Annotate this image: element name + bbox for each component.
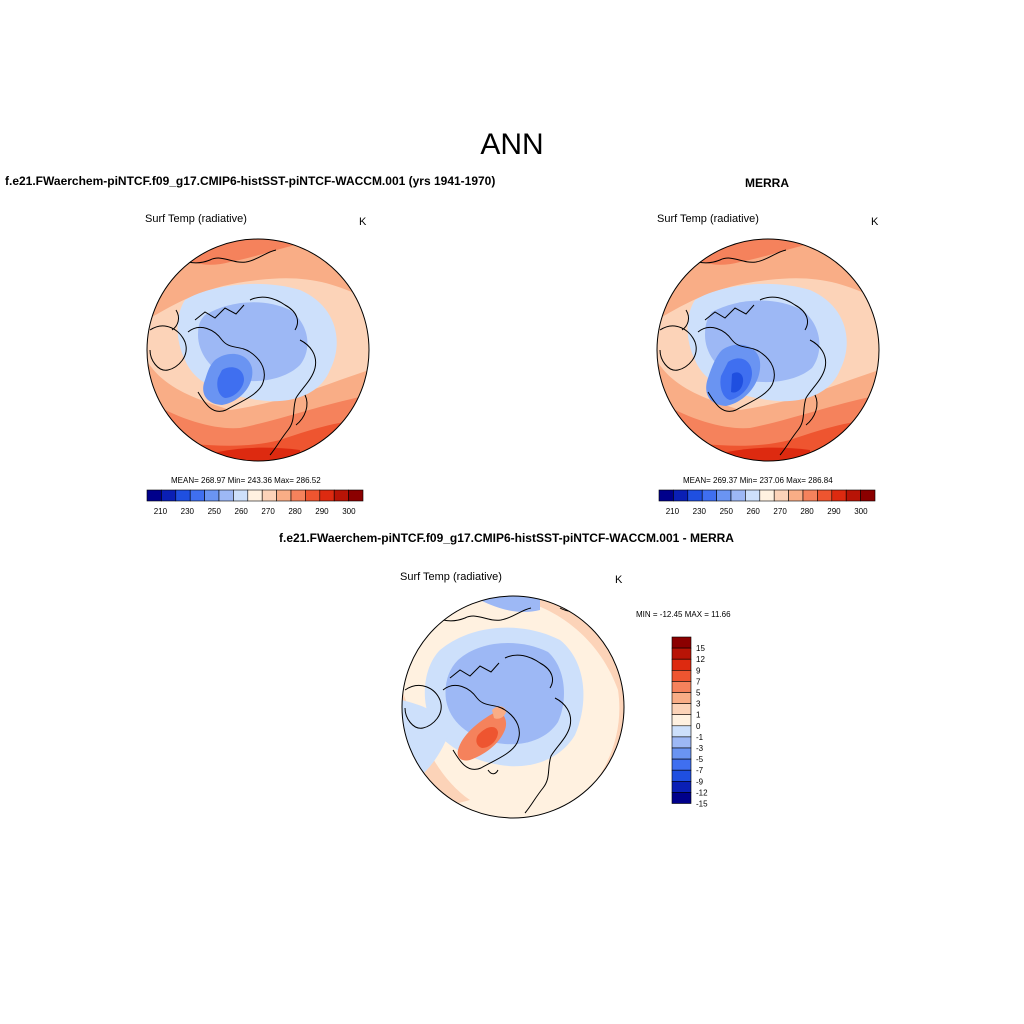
colorbar-box xyxy=(773,489,789,502)
colorbar-tick-label: -1 xyxy=(696,733,704,742)
colorbar-box xyxy=(671,780,692,793)
colorbar-2: 210 230 250 260 270 280 290 300 xyxy=(658,489,876,516)
colorbar-tick-label: 3 xyxy=(696,700,701,709)
map-2 xyxy=(656,238,880,462)
colorbar-box xyxy=(687,489,703,502)
panel1-var-label: Surf Temp (radiative) xyxy=(145,213,247,225)
panel2-var-label: Surf Temp (radiative) xyxy=(657,213,759,225)
colorbar-box xyxy=(845,489,861,502)
colorbar-tick-label: 290 xyxy=(827,507,841,516)
panel1-unit: K xyxy=(359,216,367,228)
colorbar-tick-label: 250 xyxy=(720,507,734,516)
colorbar-box xyxy=(204,489,220,502)
colorbar-box xyxy=(860,489,876,502)
colorbar-tick-label: -12 xyxy=(696,788,708,797)
colorbar-box xyxy=(817,489,833,502)
colorbar-tick-label: 270 xyxy=(261,507,275,516)
colorbar-box xyxy=(333,489,349,502)
colorbar-box xyxy=(745,489,761,502)
colorbar-tick-label: 300 xyxy=(342,507,356,516)
colorbar-box xyxy=(671,736,692,749)
colorbar-tick-label: 290 xyxy=(315,507,329,516)
colorbar-tick-label: 230 xyxy=(693,507,707,516)
colorbar-box xyxy=(671,747,692,760)
colorbar-box xyxy=(671,725,692,738)
colorbar-box xyxy=(671,703,692,715)
colorbar-tick-label: 9 xyxy=(696,666,701,675)
colorbar-tick-label: -15 xyxy=(696,800,708,809)
panel3-title: f.e21.FWaerchem-piNTCF.f09_g17.CMIP6-his… xyxy=(279,531,734,545)
colorbar-box xyxy=(788,489,804,502)
map-1 xyxy=(146,238,370,462)
colorbar-box xyxy=(161,489,177,502)
colorbar-tick-label: 300 xyxy=(854,507,868,516)
colorbar-box xyxy=(802,489,818,502)
colorbar-box xyxy=(146,489,162,502)
colorbar-box xyxy=(671,647,692,660)
colorbar-box xyxy=(671,758,692,771)
colorbar-tick-label: 230 xyxy=(181,507,195,516)
panel1-title: f.e21.FWaerchem-piNTCF.f09_g17.CMIP6-his… xyxy=(5,174,496,188)
colorbar-tick-label: 210 xyxy=(666,507,680,516)
colorbar-box xyxy=(671,658,692,671)
colorbar-box xyxy=(831,489,847,502)
colorbar-tick-label: -7 xyxy=(696,766,704,775)
colorbar-tick-label: 0 xyxy=(696,722,701,731)
colorbar-box xyxy=(759,489,775,502)
colorbar-box xyxy=(247,489,263,502)
panel1-stats: MEAN= 268.97 Min= 243.36 Max= 286.52 xyxy=(171,476,321,485)
colorbar-tick-label: 12 xyxy=(696,655,705,664)
colorbar-tick-label: -3 xyxy=(696,744,704,753)
colorbar-tick-label: 260 xyxy=(235,507,249,516)
panel3-var-label: Surf Temp (radiative) xyxy=(400,571,502,583)
colorbar-box xyxy=(305,489,321,502)
colorbar-box xyxy=(319,489,335,502)
colorbar-box xyxy=(261,489,277,502)
main-title: ANN xyxy=(480,128,544,161)
colorbar-box xyxy=(290,489,306,502)
colorbar-tick-label: 250 xyxy=(208,507,222,516)
colorbar-box xyxy=(671,636,692,649)
colorbar-box xyxy=(658,489,674,502)
colorbar-1: 210 230 250 260 270 280 290 300 xyxy=(146,489,364,516)
colorbar-box xyxy=(671,792,692,804)
colorbar-box xyxy=(701,489,717,502)
colorbar-box xyxy=(671,769,692,782)
colorbar-tick-label: 5 xyxy=(696,689,701,698)
colorbar-box xyxy=(276,489,292,502)
colorbar-box xyxy=(189,489,205,502)
map-3 xyxy=(401,595,625,819)
colorbar-box xyxy=(673,489,689,502)
colorbar-tick-label: 260 xyxy=(747,507,761,516)
colorbar-tick-label: -9 xyxy=(696,777,704,786)
colorbar-box xyxy=(671,714,692,727)
colorbar-tick-label: 280 xyxy=(288,507,302,516)
panel2-stats: MEAN= 269.37 Min= 237.06 Max= 286.84 xyxy=(683,476,833,485)
colorbar-tick-label: -5 xyxy=(696,755,704,764)
colorbar-box xyxy=(716,489,732,502)
panel2-title: MERRA xyxy=(745,176,789,190)
panel2-unit: K xyxy=(871,216,879,228)
colorbar-tick-label: 7 xyxy=(696,677,701,686)
colorbar-tick-label: 270 xyxy=(773,507,787,516)
colorbar-3: 15 12 9 7 5 3 1 0 -1 -3 -5 -7 -9 -12 -15 xyxy=(671,636,708,809)
colorbar-box xyxy=(671,692,692,704)
colorbar-box xyxy=(348,489,364,502)
colorbar-box xyxy=(671,669,692,682)
panel3-unit: K xyxy=(615,574,623,586)
colorbar-box xyxy=(233,489,249,502)
colorbar-box xyxy=(671,681,692,693)
colorbar-box xyxy=(218,489,234,502)
colorbar-box xyxy=(730,489,746,502)
colorbar-box xyxy=(175,489,191,502)
colorbar-tick-label: 1 xyxy=(696,711,701,720)
panel3-stats: MIN = -12.45 MAX = 11.66 xyxy=(636,610,731,619)
colorbar-tick-label: 15 xyxy=(696,644,705,653)
colorbar-tick-label: 280 xyxy=(800,507,814,516)
colorbar-tick-label: 210 xyxy=(154,507,168,516)
